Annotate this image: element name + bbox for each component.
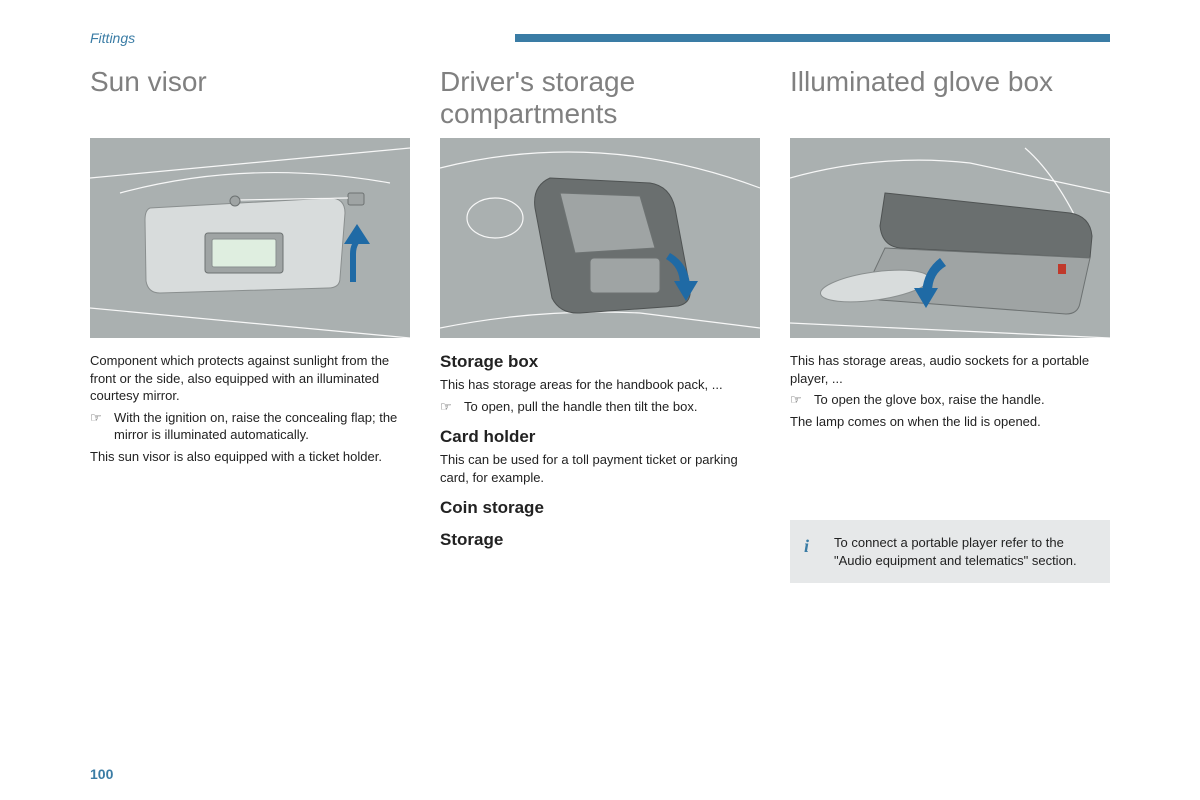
content-columns: Sun visor Com — [90, 66, 1110, 583]
subheading-storage-box: Storage box — [440, 352, 760, 372]
glove-box-desc: This has storage areas, audio sockets fo… — [790, 352, 1110, 387]
glove-box-bullet: ☞ To open the glove box, raise the handl… — [790, 391, 1110, 409]
section-label: Fittings — [90, 30, 135, 46]
subheading-coin-storage: Coin storage — [440, 498, 760, 518]
glove-box-bullet-text: To open the glove box, raise the handle. — [814, 391, 1110, 409]
subheading-card-holder: Card holder — [440, 427, 760, 447]
info-callout: i To connect a portable player refer to … — [790, 520, 1110, 583]
heading-storage: Driver's storage compartments — [440, 66, 760, 138]
storage-box-desc: This has storage areas for the handbook … — [440, 376, 760, 394]
sun-visor-bullet-text: With the ignition on, raise the conceali… — [114, 409, 410, 444]
glove-box-note: The lamp comes on when the lid is opened… — [790, 413, 1110, 431]
card-holder-desc: This can be used for a toll payment tick… — [440, 451, 760, 486]
page-number: 100 — [90, 766, 113, 782]
bullet-icon: ☞ — [90, 409, 114, 444]
illustration-storage — [440, 138, 760, 338]
storage-box-bullet: ☞ To open, pull the handle then tilt the… — [440, 398, 760, 416]
info-icon: i — [804, 534, 822, 552]
bullet-icon: ☞ — [790, 391, 814, 409]
sun-visor-desc: Component which protects against sunligh… — [90, 352, 410, 405]
page-header: Fittings — [90, 30, 1110, 46]
heading-glove-box: Illuminated glove box — [790, 66, 1110, 138]
info-text: To connect a portable player refer to th… — [834, 535, 1077, 568]
header-bar — [515, 34, 1110, 42]
column-glove-box: Illuminated glove box This has storage a… — [790, 66, 1110, 583]
bullet-icon: ☞ — [440, 398, 464, 416]
sun-visor-bullet: ☞ With the ignition on, raise the concea… — [90, 409, 410, 444]
illustration-glove-box — [790, 138, 1110, 338]
column-sun-visor: Sun visor Com — [90, 66, 410, 583]
sun-visor-note: This sun visor is also equipped with a t… — [90, 448, 410, 466]
illustration-sun-visor — [90, 138, 410, 338]
storage-box-bullet-text: To open, pull the handle then tilt the b… — [464, 398, 760, 416]
subheading-storage: Storage — [440, 530, 760, 550]
heading-sun-visor: Sun visor — [90, 66, 410, 138]
column-storage: Driver's storage compartments Storage bo… — [440, 66, 760, 583]
